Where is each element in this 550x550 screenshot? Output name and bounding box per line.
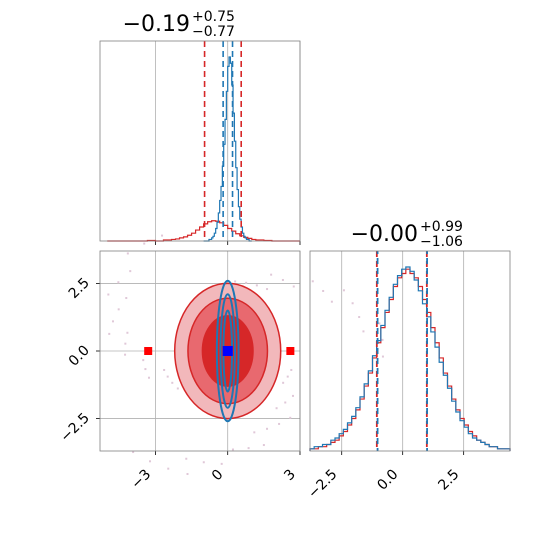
- right-title-sup: +0.99: [420, 219, 463, 235]
- top-title-sup: +0.75: [192, 9, 235, 25]
- joint-scatter-point: [342, 289, 345, 292]
- joint-scatter-point: [281, 278, 284, 281]
- joint-scatter-point: [126, 331, 129, 334]
- joint-scatter-point: [266, 427, 269, 430]
- joint-scatter-point: [108, 332, 111, 335]
- joint-scatter-point: [330, 300, 333, 303]
- right-histogram-blue: [309, 266, 511, 451]
- joint-y-tick-label: 2.5: [66, 275, 93, 302]
- joint-blue-contour: [219, 293, 236, 409]
- joint-scatter-point: [286, 375, 289, 378]
- joint-scatter-point: [282, 381, 285, 384]
- joint-scatter-point: [143, 242, 146, 245]
- joint-scatter-point: [129, 270, 132, 273]
- joint-scatter-point: [311, 280, 314, 283]
- joint-scatter-point: [351, 302, 354, 305]
- joint-scatter-point: [358, 316, 361, 319]
- joint-scatter-point: [289, 416, 292, 419]
- joint-scatter-point: [185, 457, 188, 460]
- joint-scatter-point: [220, 462, 223, 465]
- joint-scatter-point: [245, 281, 248, 284]
- joint-x-tick-label: 0: [209, 467, 227, 485]
- joint-scatter-point: [124, 353, 127, 356]
- joint-scatter-point: [161, 234, 164, 237]
- right-x-tick-label: 2.5: [435, 467, 462, 494]
- marginal-histogram-top: [99, 40, 301, 245]
- joint-scatter-point: [381, 338, 384, 341]
- joint-scatter-point: [186, 473, 189, 476]
- joint-scatter-point: [167, 467, 170, 470]
- joint-scatter-point: [290, 368, 293, 371]
- top-histogram-blue: [203, 56, 252, 242]
- joint-scatter-point: [262, 444, 265, 447]
- joint-scatter-point: [284, 401, 287, 404]
- joint-scatter-point: [255, 284, 258, 287]
- joint-scatter-point: [381, 355, 384, 358]
- joint-scatter-point: [171, 381, 174, 384]
- joint-scatter-point: [253, 431, 256, 434]
- joint-scatter-point: [126, 252, 129, 255]
- joint-panel-frame: [99, 250, 301, 452]
- joint-scatter-point: [144, 368, 147, 371]
- joint-scatter-point: [142, 359, 145, 362]
- joint-scatter-point: [231, 448, 234, 451]
- joint-scatter-point: [124, 342, 127, 345]
- joint-scatter-point: [149, 460, 152, 463]
- joint-scatter-point: [266, 288, 269, 291]
- joint-side-marker: [144, 347, 153, 355]
- joint-x-tick-label: 3: [281, 467, 299, 485]
- joint-scatter-point: [247, 447, 250, 450]
- joint-scatter-point: [292, 285, 295, 288]
- joint-y-tick-label: 0.0: [66, 343, 93, 370]
- joint-scatter-point: [166, 375, 169, 378]
- right-title-sub: −1.06: [420, 234, 463, 250]
- top-title-main: −0.19: [123, 12, 190, 37]
- joint-scatter-point: [176, 387, 179, 390]
- joint-scatter-point: [163, 368, 166, 371]
- marginal-histogram-right: −2.5 0.0 2.5: [305, 250, 511, 502]
- joint-scatter-point: [125, 297, 128, 300]
- joint-y-tick-label: −2.5: [57, 410, 92, 445]
- joint-scatter-point: [202, 461, 205, 464]
- right-title-main: −0.00: [351, 222, 418, 247]
- joint-scatter-point: [147, 376, 150, 379]
- joint-scatter-point: [275, 407, 278, 410]
- right-panel-frame: [309, 250, 511, 452]
- joint-scatter-point: [234, 280, 237, 283]
- joint-scatter-point: [291, 394, 294, 397]
- top-panel-frame: [99, 40, 301, 242]
- right-x-tick-label: −2.5: [305, 467, 340, 502]
- joint-scatter-point: [278, 422, 281, 425]
- joint-x-tick-label: −3: [128, 467, 154, 493]
- joint-scatter-point: [132, 451, 135, 454]
- top-histogram-red: [107, 220, 300, 242]
- joint-side-marker: [286, 347, 295, 355]
- joint-scatter-point: [270, 273, 273, 276]
- joint-blue-contour: [215, 279, 240, 423]
- joint-scatter-point: [117, 281, 120, 284]
- top-title-sub: −0.77: [192, 24, 235, 40]
- right-histogram-red: [309, 268, 511, 451]
- joint-scatter-point: [362, 330, 365, 333]
- joint-scatter-point: [111, 320, 114, 323]
- joint-scatter-point: [378, 322, 381, 325]
- joint-scatter-point: [117, 308, 120, 311]
- joint-scatter-point: [322, 289, 325, 292]
- joint-contour-panel: −3 0 3 −2.5 0.0 2.5: [57, 234, 384, 493]
- right-x-tick-label: 0.0: [374, 467, 401, 494]
- joint-center-marker: [222, 346, 233, 356]
- joint-scatter-point: [107, 293, 110, 296]
